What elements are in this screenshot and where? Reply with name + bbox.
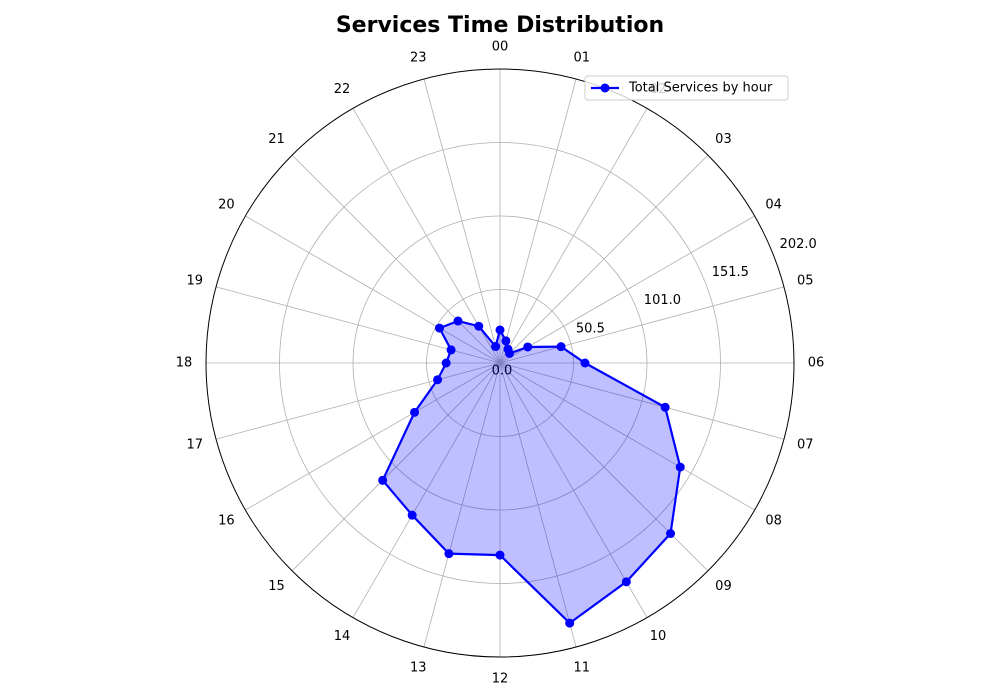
data-point bbox=[407, 510, 417, 520]
category-label: 07 bbox=[797, 437, 814, 452]
data-point bbox=[433, 375, 443, 385]
category-label: 17 bbox=[186, 437, 203, 452]
category-label: 06 bbox=[808, 356, 825, 371]
r-tick-label: 101.0 bbox=[644, 293, 681, 308]
data-point bbox=[444, 549, 454, 559]
category-label: 00 bbox=[492, 40, 509, 55]
category-label: 18 bbox=[176, 356, 193, 371]
grid-ring bbox=[279, 142, 721, 584]
data-point bbox=[501, 336, 511, 346]
legend-frame bbox=[584, 75, 789, 101]
data-point bbox=[556, 342, 566, 352]
data-point bbox=[675, 462, 685, 472]
grid-ring bbox=[426, 289, 574, 437]
r-tick-label: 151.5 bbox=[712, 265, 749, 280]
category-label: 10 bbox=[650, 629, 667, 644]
category-label: 19 bbox=[186, 274, 203, 289]
series-area bbox=[382, 321, 681, 624]
category-label: 04 bbox=[765, 198, 782, 213]
category-label: 09 bbox=[715, 579, 732, 594]
data-point bbox=[378, 475, 388, 485]
r-tick-label: 0.0 bbox=[492, 364, 513, 379]
data-point bbox=[491, 342, 501, 352]
r-tick-label: 50.5 bbox=[576, 321, 605, 336]
data-point bbox=[474, 321, 484, 331]
category-label: 21 bbox=[268, 132, 285, 147]
data-point bbox=[410, 407, 420, 417]
category-label: 11 bbox=[574, 661, 591, 676]
legend-label: Total Services by hour bbox=[628, 81, 773, 96]
data-point bbox=[434, 323, 444, 333]
category-label: 20 bbox=[218, 198, 235, 213]
data-point bbox=[660, 402, 670, 412]
category-label: 23 bbox=[410, 50, 427, 65]
data-point bbox=[495, 550, 505, 560]
category-label: 13 bbox=[410, 661, 427, 676]
data-point bbox=[621, 577, 631, 587]
data-point bbox=[666, 529, 676, 539]
legend: Total Services by hour bbox=[584, 75, 789, 101]
category-label: 15 bbox=[268, 579, 285, 594]
data-point bbox=[495, 325, 505, 335]
data-point bbox=[565, 618, 575, 628]
category-label: 22 bbox=[334, 82, 351, 97]
data-point bbox=[453, 316, 463, 326]
category-label: 01 bbox=[574, 50, 591, 65]
category-label: 16 bbox=[218, 514, 235, 529]
grid-ring bbox=[352, 215, 648, 511]
data-point bbox=[505, 348, 515, 358]
data-point bbox=[523, 342, 533, 352]
legend-marker bbox=[600, 83, 610, 93]
category-label: 12 bbox=[492, 672, 509, 687]
category-label: 05 bbox=[797, 274, 814, 289]
data-point bbox=[441, 358, 451, 368]
data-point bbox=[580, 358, 590, 368]
category-label: 03 bbox=[715, 132, 732, 147]
category-label: 08 bbox=[765, 514, 782, 529]
category-label: 14 bbox=[334, 629, 351, 644]
chart-title: Services Time Distribution bbox=[336, 13, 664, 38]
r-tick-label: 202.0 bbox=[780, 237, 817, 252]
outer-ring bbox=[205, 68, 795, 658]
data-point bbox=[446, 345, 456, 355]
